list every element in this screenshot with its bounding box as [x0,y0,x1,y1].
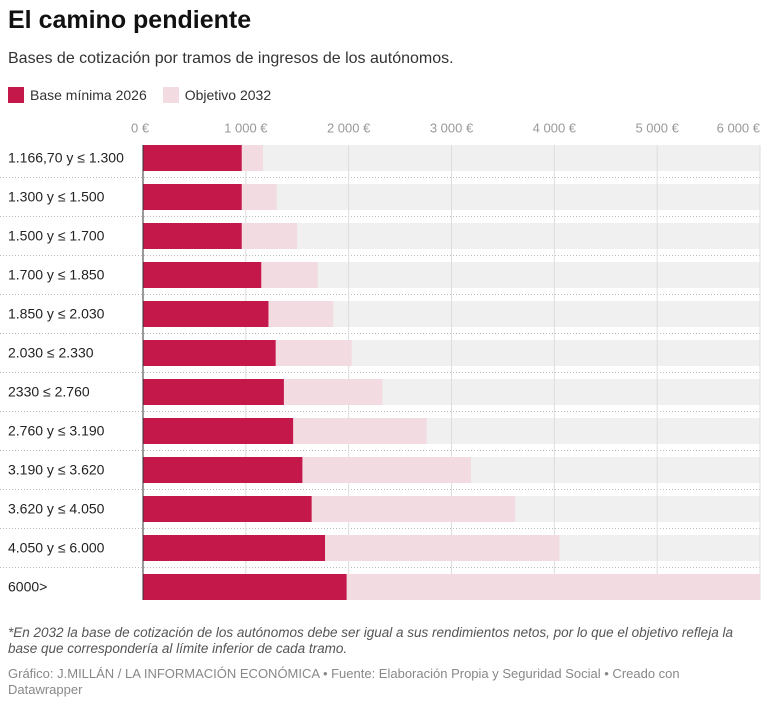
x-tick-label: 6 000 € [717,120,761,135]
y-tick-label: 1.166,70 y ≤ 1.300 [8,150,124,166]
bar [143,145,242,171]
y-tick-label: 4.050 y ≤ 6.000 [8,540,105,556]
legend-swatch [8,87,24,103]
x-tick-label: 1 000 € [224,120,268,135]
y-tick-label: 6000> [8,579,47,595]
x-tick-label: 5 000 € [635,120,679,135]
legend-label: Objetivo 2032 [184,87,272,103]
bar [143,457,303,483]
bar [143,262,262,288]
bar [143,301,269,327]
legend-swatch [162,87,179,103]
bar [143,184,242,210]
chart-title: El camino pendiente [8,6,252,34]
legend: Base mínima 2026 Objetivo 2032 [8,87,271,103]
legend-label: Base mínima 2026 [30,87,147,103]
bar [143,379,284,405]
bar [143,535,326,561]
y-tick-label: 1.850 y ≤ 2.030 [8,306,105,322]
legend-item: Objetivo 2032 [162,87,272,103]
chart-subtitle: Bases de cotización por tramos de ingres… [8,50,454,67]
x-tick-label: 2 000 € [327,120,371,135]
y-tick-label: 3.620 y ≤ 4.050 [8,501,105,517]
footnote: *En 2032 la base de cotización de los au… [8,625,733,656]
chart: 0 € 1 000 € 2 000 € 3 000 € 4 000 € 5 000 € 6 … [0,120,761,600]
y-tick-label: 1.700 y ≤ 1.850 [8,267,105,283]
y-tick-label: 2.760 y ≤ 3.190 [8,423,105,439]
bar [143,496,312,522]
y-tick-label: 2330 ≤ 2.760 [8,384,90,400]
credit: Gráfico: J.MILLÁN / LA INFORMACIÓN ECONÓ… [8,666,680,697]
y-tick-label: 3.190 y ≤ 3.620 [8,462,105,478]
bar [143,418,294,444]
bar [143,574,347,600]
x-tick-label: 3 000 € [430,120,474,135]
bar [143,223,242,249]
y-tick-label: 1.300 y ≤ 1.500 [8,189,105,205]
y-tick-label: 1.500 y ≤ 1.700 [8,228,105,244]
legend-item: Base mínima 2026 [8,87,147,103]
y-tick-label: 2.030 ≤ 2.330 [8,345,94,361]
bar [143,340,276,366]
x-tick-label: 4 000 € [533,120,577,135]
x-tick-label: 0 € [131,120,150,135]
